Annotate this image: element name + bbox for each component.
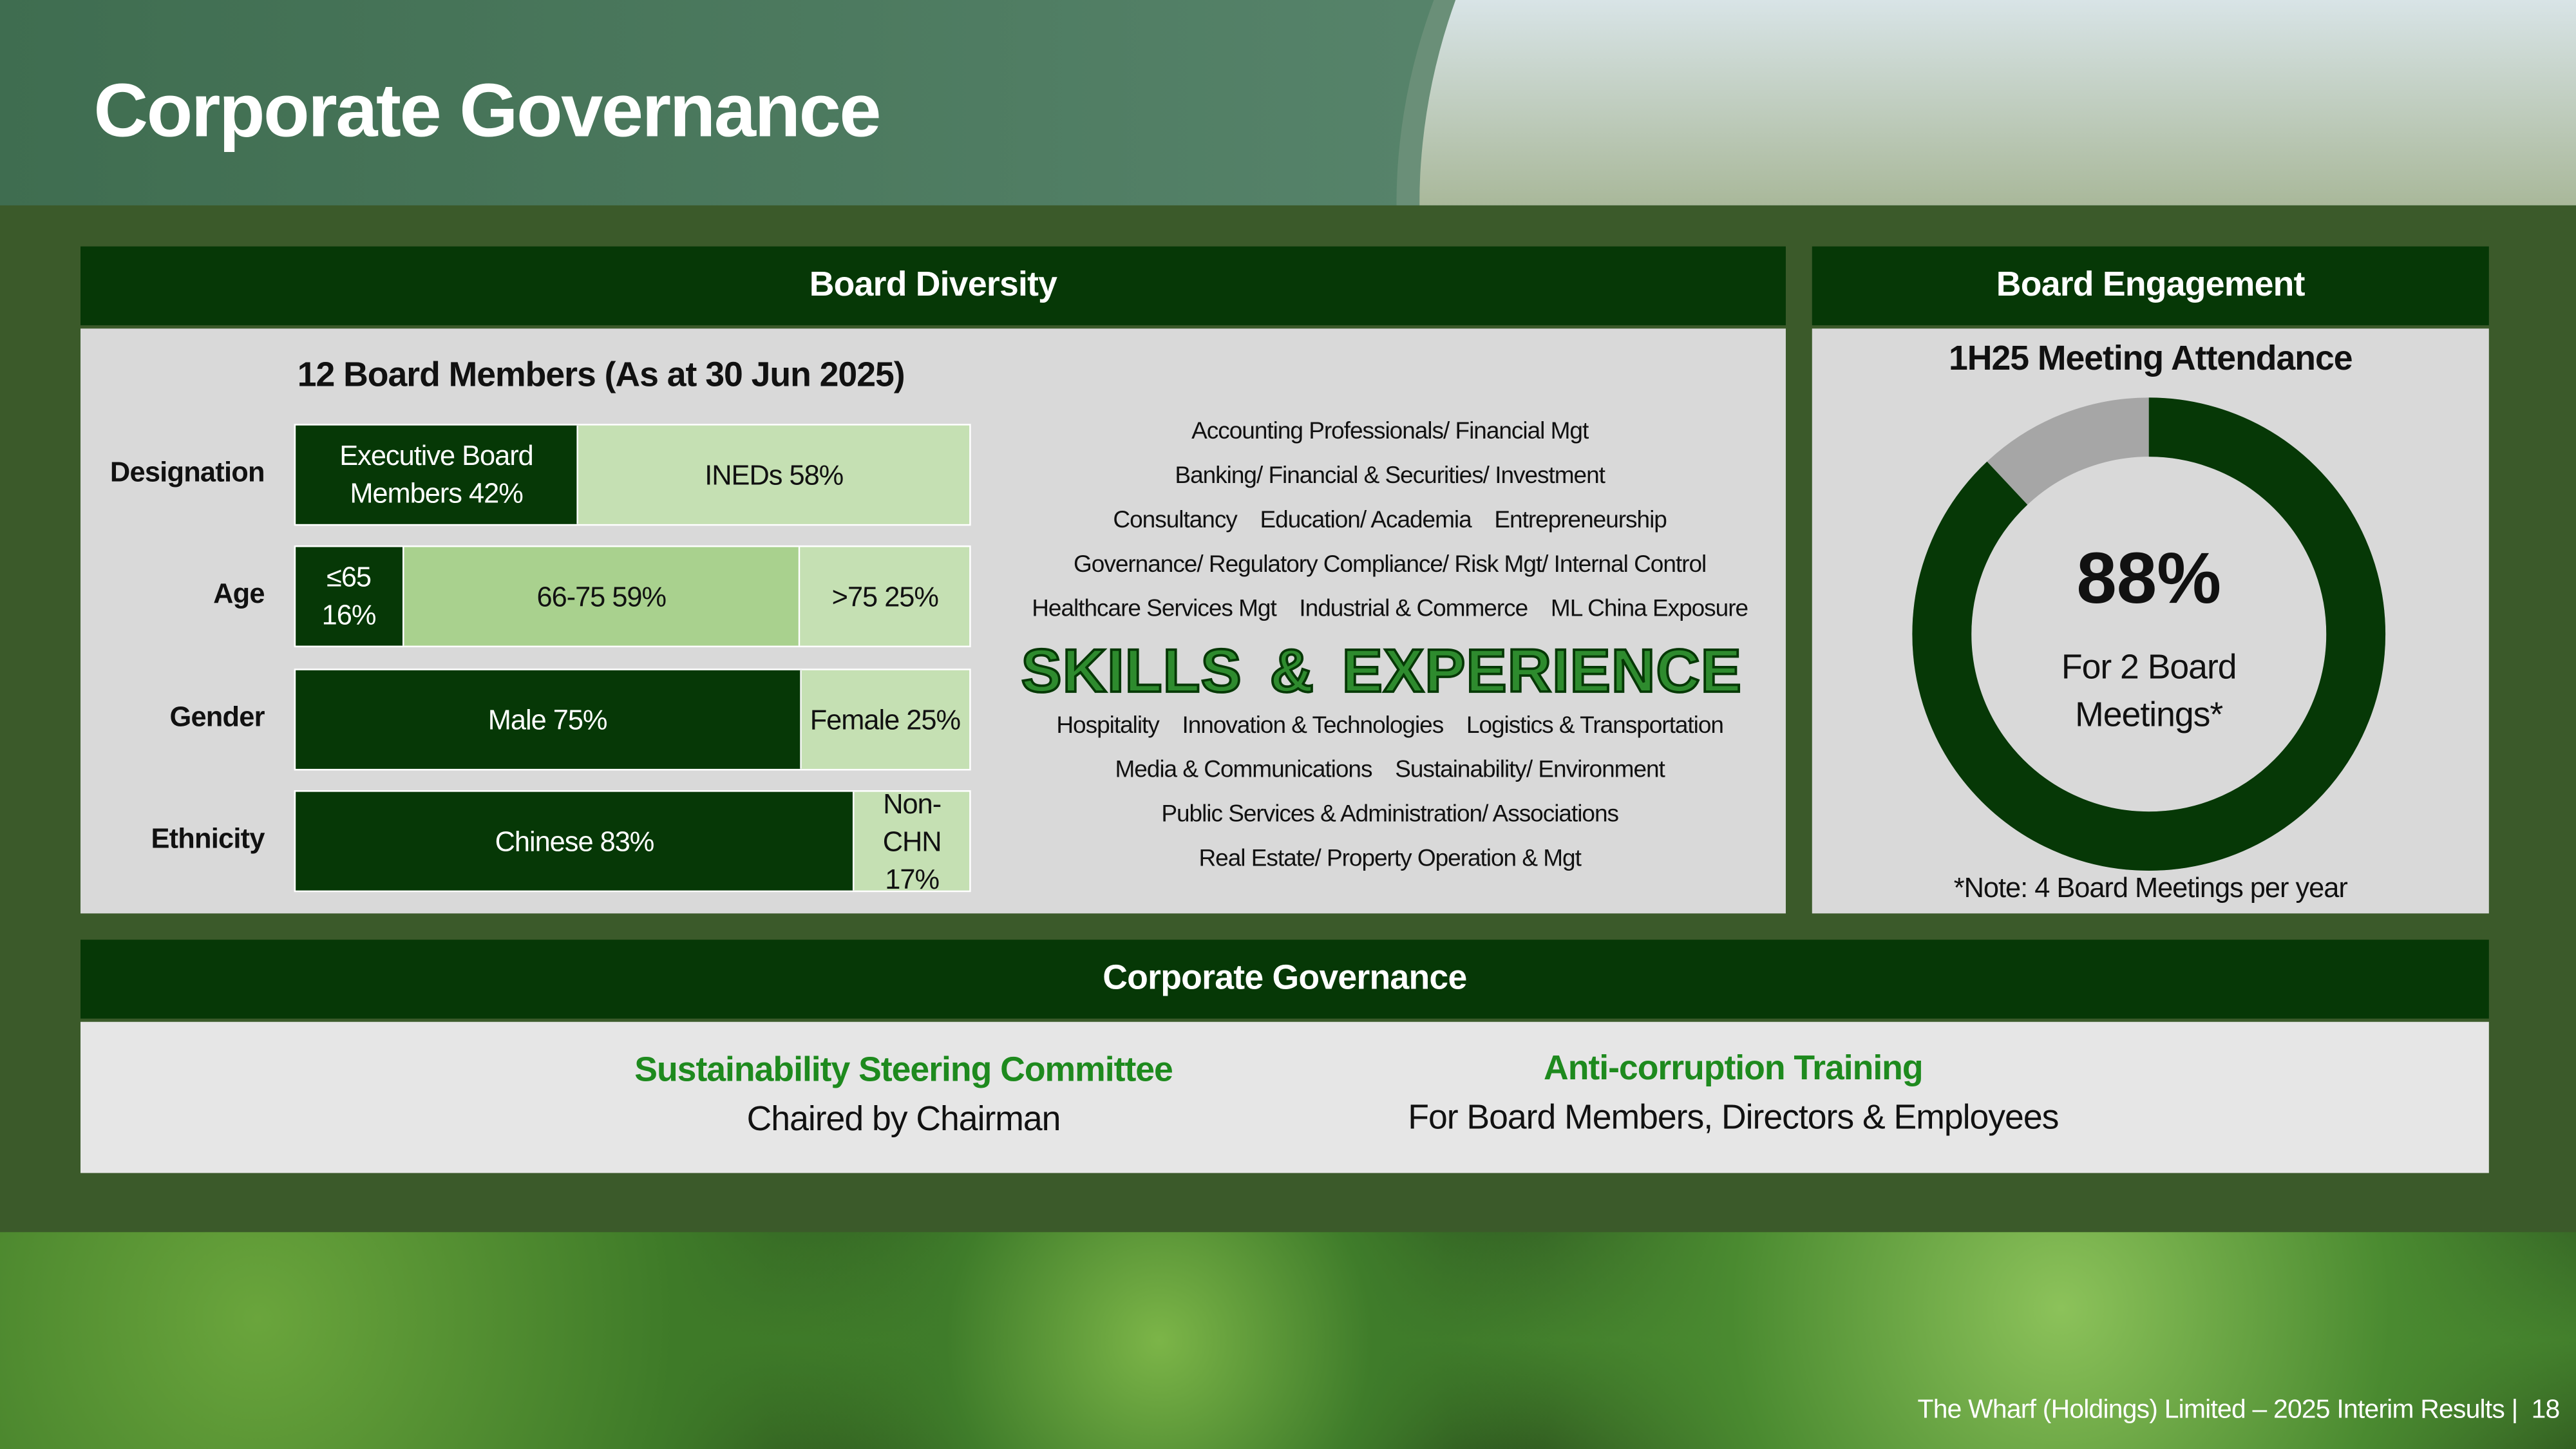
- panel-header: Board Diversity: [80, 246, 1786, 326]
- segment-text: 66-75 59%: [532, 578, 671, 616]
- governance-heading: Sustainability Steering Committee: [634, 1051, 1173, 1090]
- title: Corporate Governance: [93, 67, 881, 153]
- segment-text: Executive Board Members 42%: [296, 437, 577, 513]
- skill-item: Accounting Professionals/ Financial Mgt: [1191, 419, 1589, 446]
- engagement-note: *Note: 4 Board Meetings per year: [1953, 872, 2348, 904]
- segment-label: Non-CHN: [882, 791, 942, 857]
- skill-item: Innovation & Technologies: [1182, 713, 1444, 739]
- segment-value: 16%: [321, 600, 377, 631]
- segment-label: Chinese: [495, 825, 594, 857]
- segment-value: 25%: [906, 704, 961, 735]
- segment-value: 42%: [468, 478, 524, 509]
- segment-value: 59%: [612, 580, 667, 612]
- bar-segment: Male 75%: [296, 670, 801, 769]
- segment-label: >75: [831, 580, 878, 612]
- segment-label: Male: [488, 704, 547, 735]
- segment-text: Female 25%: [805, 701, 965, 739]
- segment-text: ≤65 16%: [296, 558, 402, 634]
- governance-text: For Board Members, Directors & Employees: [1408, 1099, 2059, 1137]
- governance-text: Chaired by Chairman: [746, 1101, 1061, 1139]
- segment-text: >75 25%: [827, 578, 943, 616]
- footer-label: The Wharf (Holdings) Limited – 2025 Inte…: [1917, 1396, 2519, 1425]
- segment-text: Chinese 83%: [490, 822, 659, 860]
- skill-item: Real Estate/ Property Operation & Mgt: [1198, 846, 1581, 873]
- donut-chart: [1912, 397, 2386, 871]
- skill-item: ML China Exposure: [1550, 596, 1748, 623]
- skill-item: Banking/ Financial & Securities/ Investm…: [1175, 463, 1605, 490]
- stacked-bar: Male 75% Female 25%: [294, 668, 971, 771]
- segment-value: 75%: [553, 704, 608, 735]
- skill-item: Consultancy: [1113, 507, 1237, 535]
- bar-segment: Chinese 83%: [296, 791, 855, 891]
- segment-text: INEDs 58%: [700, 456, 848, 494]
- skills-line: Banking/ Financial & Securities/ Investm…: [994, 463, 1786, 489]
- bar-segment: INEDs 58%: [578, 425, 970, 524]
- stacked-bar: Executive Board Members 42% INEDs 58%: [294, 424, 971, 526]
- skill-item: Public Services & Administration/ Associ…: [1161, 801, 1619, 828]
- donut-value: 88%: [2076, 538, 2222, 620]
- panel-header: Corporate Governance: [80, 940, 2489, 1019]
- forest-image: [0, 1232, 2576, 1449]
- skills-line: Healthcare Services Mgt Industrial & Comm…: [994, 596, 1786, 623]
- skill-item: Entrepreneurship: [1494, 507, 1667, 535]
- skill-item: Healthcare Services Mgt: [1032, 596, 1276, 623]
- bar-segment: Non-CHN 17%: [855, 791, 970, 891]
- sky-image: [1396, 0, 2576, 205]
- skill-item: Education/ Academia: [1260, 507, 1472, 535]
- governance-heading: Anti-corruption Training: [1544, 1050, 1924, 1088]
- panel-body: [80, 1021, 2489, 1173]
- segment-value: 58%: [789, 459, 844, 491]
- row-label: Ethnicity: [151, 823, 265, 855]
- segment-text: Male 75%: [483, 701, 612, 739]
- skill-item: Media & Communications: [1115, 757, 1372, 784]
- bar-segment: >75 25%: [800, 547, 970, 646]
- segment-label: Female: [810, 704, 900, 735]
- engagement-subtitle: 1H25 Meeting Attendance: [1949, 340, 2353, 378]
- footer-text: The Wharf (Holdings) Limited – 2025 Inte…: [1917, 1396, 2561, 1426]
- skills-line: Real Estate/ Property Operation & Mgt: [994, 846, 1786, 873]
- segment-label: INEDs: [705, 459, 782, 491]
- donut-arc: [1912, 397, 2386, 871]
- segment-value: 83%: [600, 825, 655, 857]
- panel-header: Board Engagement: [1812, 246, 2489, 326]
- skill-item: Industrial & Commerce: [1299, 596, 1528, 623]
- skill-item: Sustainability/ Environment: [1395, 757, 1665, 784]
- segment-label: ≤65: [327, 562, 372, 593]
- bar-segment: Executive Board Members 42%: [296, 425, 579, 524]
- skills-line: Media & Communications Sustainability/ En…: [994, 757, 1786, 784]
- stacked-bar: ≤65 16% 66-75 59% >75 25%: [294, 545, 971, 648]
- segment-label: 66-75: [536, 580, 605, 612]
- skills-line: Consultancy Education/ Academia Entreprene…: [994, 507, 1786, 534]
- row-label: Designation: [109, 457, 265, 488]
- skill-item: Logistics & Transportation: [1466, 713, 1724, 739]
- segment-text: Non-CHN 17%: [855, 792, 969, 891]
- skills-line: Governance/ Regulatory Compliance/ Risk …: [994, 552, 1786, 578]
- skills-heading: SKILLS & EXPERIENCE: [1020, 636, 1743, 706]
- segment-value: 25%: [884, 580, 939, 612]
- row-label: Gender: [169, 701, 265, 733]
- page-number: 18: [2531, 1396, 2561, 1425]
- skills-line: Hospitality Innovation & Technologies Logi…: [994, 713, 1786, 739]
- stacked-bar: Chinese 83% Non-CHN 17%: [294, 790, 971, 893]
- skill-item: Hospitality: [1056, 713, 1159, 739]
- segment-value: 17%: [885, 863, 940, 891]
- donut-caption: For 2 Board Meetings*: [2061, 649, 2237, 735]
- segment-label: Executive Board Members: [339, 440, 534, 509]
- bar-segment: ≤65 16%: [296, 547, 404, 646]
- bar-segment: 66-75 59%: [403, 547, 801, 646]
- bar-segment: Female 25%: [800, 670, 970, 769]
- diversity-subtitle: 12 Board Members (As at 30 Jun 2025): [297, 356, 905, 395]
- skills-line: Accounting Professionals/ Financial Mgt: [994, 419, 1786, 446]
- skills-line: Public Services & Administration/ Associ…: [994, 802, 1786, 828]
- row-label: Age: [213, 578, 265, 610]
- skill-item: Governance/ Regulatory Compliance/ Risk …: [1074, 552, 1707, 578]
